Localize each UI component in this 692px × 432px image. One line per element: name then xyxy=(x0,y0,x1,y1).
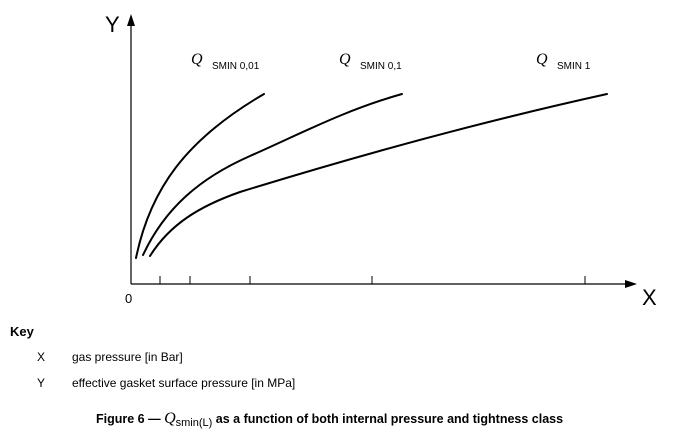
curve-label-subscript: SMIN 1 xyxy=(557,61,591,72)
y-axis-arrowhead xyxy=(127,14,135,26)
key-letter: X xyxy=(37,350,46,364)
curve-label-symbol: Q xyxy=(339,51,351,68)
curve-label-symbol: Q xyxy=(191,51,203,68)
key-description: gas pressure [in Bar] xyxy=(72,350,183,364)
x-axis-label: X xyxy=(642,285,657,310)
curve-label-qsmin-1: Q SMIN 1 xyxy=(536,51,591,72)
key-description: effective gasket surface pressure [in MP… xyxy=(72,376,296,390)
x-axis-arrowhead xyxy=(625,280,637,288)
curve-label-qsmin-0-01: Q SMIN 0,01 xyxy=(191,51,260,72)
caption-prefix: Figure 6 — xyxy=(96,412,161,426)
curve-label-subscript: SMIN 0,01 xyxy=(212,61,260,72)
curve-label-symbol: Q xyxy=(536,51,548,68)
origin-label: 0 xyxy=(125,291,132,306)
curve-qsmin-1 xyxy=(149,93,608,257)
curve-qsmin-0-1 xyxy=(142,93,403,256)
caption-symbol: Q xyxy=(164,410,176,427)
key-title: Key xyxy=(10,324,34,339)
caption-subscript: smin(L) xyxy=(175,417,213,429)
key-letter: Y xyxy=(37,376,46,390)
curve-label-subscript: SMIN 0,1 xyxy=(360,61,402,72)
caption-suffix: as a function of both internal pressure … xyxy=(215,412,564,426)
y-axis-label: Y xyxy=(105,12,120,37)
curve-label-qsmin-0-1: Q SMIN 0,1 xyxy=(339,51,402,72)
figure-caption: Figure 6 — Qsmin(L) as a function of bot… xyxy=(96,410,563,429)
curve-qsmin-0-01 xyxy=(135,93,265,259)
